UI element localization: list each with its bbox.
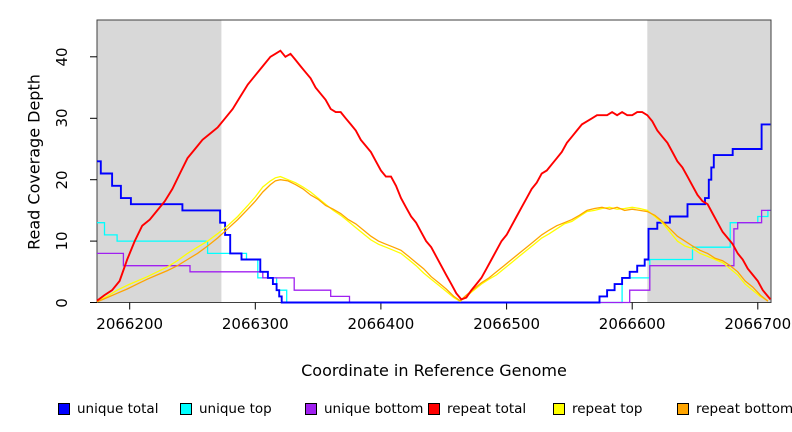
legend-item-unique-bottom: unique bottom bbox=[305, 401, 424, 417]
x-tick-label: 2066200 bbox=[96, 315, 164, 333]
y-tick-label: 30 bbox=[53, 108, 71, 128]
x-tick-label: 2066700 bbox=[724, 315, 792, 333]
y-tick-label: 0 bbox=[53, 297, 71, 308]
legend-item-repeat-top: repeat top bbox=[553, 401, 643, 417]
y-tick-label: 10 bbox=[53, 231, 71, 251]
legend-swatch-icon bbox=[428, 403, 440, 415]
x-axis-title: Coordinate in Reference Genome bbox=[301, 361, 567, 380]
repeat-region-shading bbox=[97, 20, 222, 302]
series-line-repeat-bottom bbox=[96, 179, 769, 303]
x-tick-label: 2066400 bbox=[347, 315, 415, 333]
legend-swatch-icon bbox=[180, 403, 192, 415]
legend-label: repeat total bbox=[447, 401, 527, 417]
legend-swatch-icon bbox=[305, 403, 317, 415]
legend-item-unique-top: unique top bbox=[180, 401, 272, 417]
legend-item-unique-total: unique total bbox=[58, 401, 159, 417]
legend-label: unique top bbox=[199, 401, 272, 417]
legend-label: repeat top bbox=[572, 401, 643, 417]
x-tick-label: 2066600 bbox=[598, 315, 666, 333]
x-tick-label: 2066500 bbox=[473, 315, 540, 333]
legend-item-repeat-bottom: repeat bottom bbox=[677, 401, 792, 417]
legend-swatch-icon bbox=[553, 403, 565, 415]
legend-label: unique bottom bbox=[324, 401, 424, 417]
legend-swatch-icon bbox=[58, 403, 70, 415]
series-line-unique-total bbox=[97, 123, 771, 304]
legend-label: repeat bottom bbox=[696, 401, 792, 417]
y-axis-title: Read Coverage Depth bbox=[24, 74, 44, 250]
y-tick-label: 20 bbox=[53, 170, 71, 190]
y-tick-label: 40 bbox=[53, 47, 71, 67]
legend-item-repeat-total: repeat total bbox=[428, 401, 527, 417]
series-line-repeat-top bbox=[96, 175, 769, 303]
x-tick-label: 2066300 bbox=[221, 315, 289, 333]
legend-label: unique total bbox=[77, 401, 159, 417]
legend-swatch-icon bbox=[677, 403, 689, 415]
series-line-repeat-total bbox=[96, 49, 772, 302]
